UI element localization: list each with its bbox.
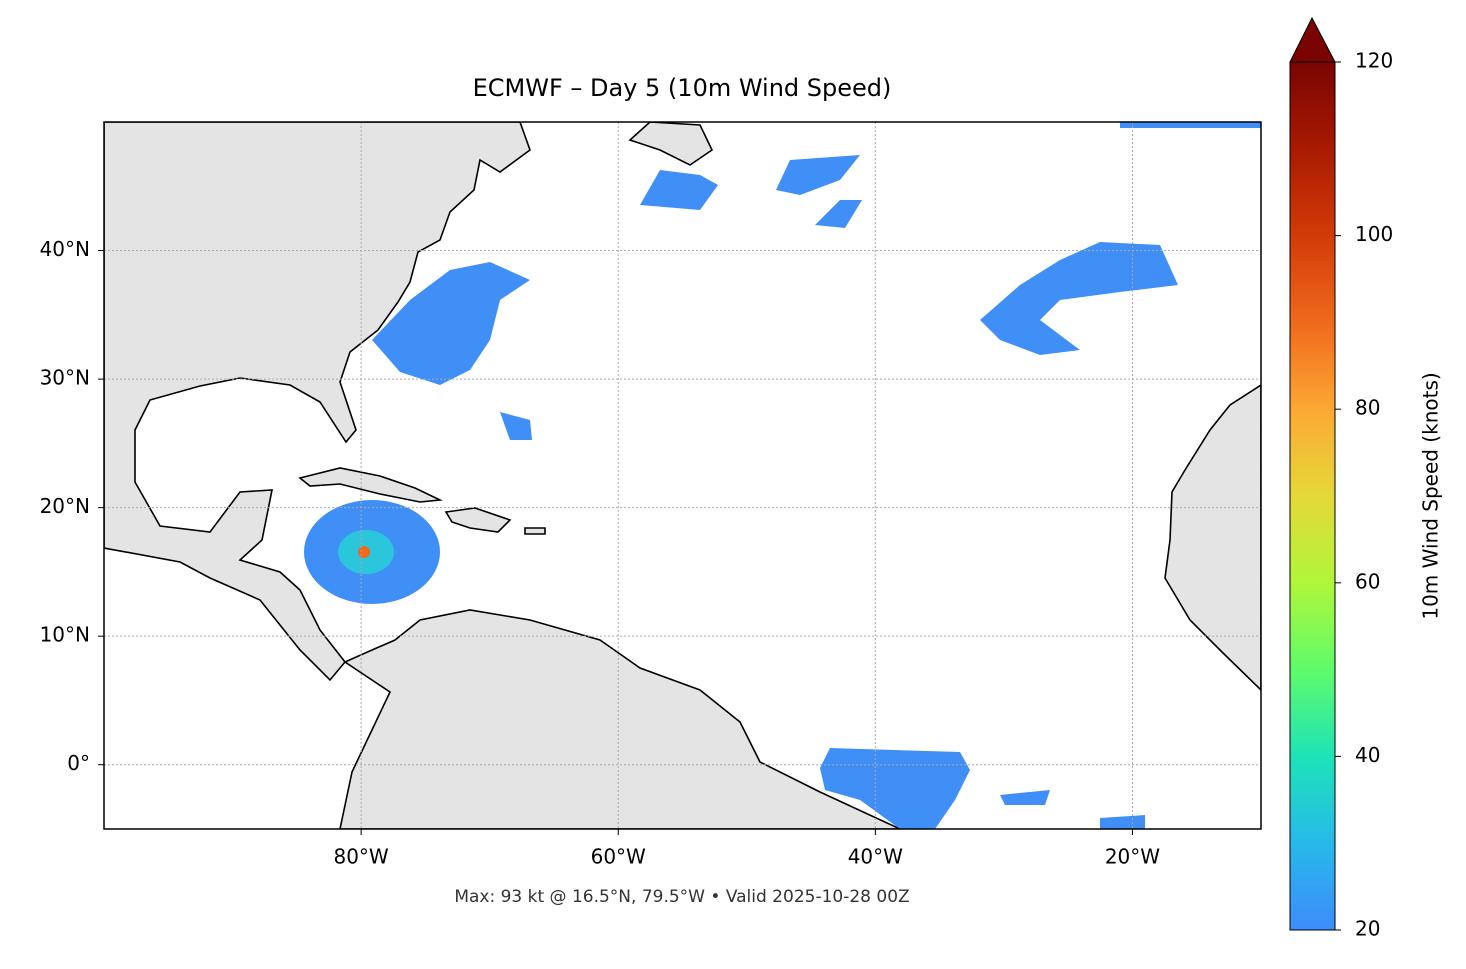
colorbar-tick-label: 120	[1355, 49, 1393, 73]
x-tick-label: 20°W	[1105, 845, 1160, 869]
colorbar-tick-label: 60	[1355, 569, 1380, 593]
south-america	[339, 609, 901, 829]
wind-swath	[980, 242, 1178, 355]
storm-center	[358, 546, 370, 558]
north-america	[104, 122, 531, 682]
colorbar-label: 10m Wind Speed (knots)	[1419, 372, 1443, 619]
wind-swath	[1000, 790, 1050, 805]
wind-swath	[1120, 122, 1261, 128]
colorbar-tick-label: 100	[1355, 222, 1393, 246]
colorbar-tick-label: 40	[1355, 743, 1380, 767]
wind-swath	[1100, 815, 1145, 829]
y-tick-label: 0°	[67, 751, 90, 775]
map-area	[104, 122, 1261, 829]
wind-swath	[815, 200, 862, 228]
wind-swaths	[304, 122, 1261, 829]
africa	[1164, 384, 1261, 692]
hispaniola	[444, 507, 512, 533]
x-tick-label: 60°W	[591, 845, 646, 869]
wind-swath	[372, 262, 530, 385]
newfoundland	[628, 122, 714, 166]
y-tick-label: 40°N	[40, 237, 90, 261]
cuba	[298, 467, 443, 503]
puerto-rico	[524, 527, 546, 535]
colorbar-tick-label: 80	[1355, 396, 1380, 420]
y-tick-label: 30°N	[40, 366, 90, 390]
colorbar: 10m Wind Speed (knots) 20 40 60 80 100 120	[1289, 16, 1443, 941]
x-tick-label: 80°W	[333, 845, 388, 869]
footnote: Max: 93 kt @ 16.5°N, 79.5°W • Valid 2025…	[454, 887, 909, 907]
colorbar-tick-label: 20	[1355, 917, 1380, 941]
grid	[104, 122, 1261, 829]
y-tick-label: 10°N	[40, 623, 90, 647]
map-frame	[103, 121, 1262, 830]
wind-swath	[776, 155, 860, 195]
colorbar-bar	[1289, 61, 1336, 931]
wind-swath	[640, 170, 718, 210]
map-title: ECMWF – Day 5 (10m Wind Speed)	[473, 74, 892, 102]
wind-swath	[820, 748, 970, 829]
y-tick-label: 20°N	[40, 494, 90, 518]
colorbar-extend	[1289, 16, 1336, 63]
x-tick-label: 40°W	[848, 845, 903, 869]
wind-swath	[500, 412, 532, 440]
